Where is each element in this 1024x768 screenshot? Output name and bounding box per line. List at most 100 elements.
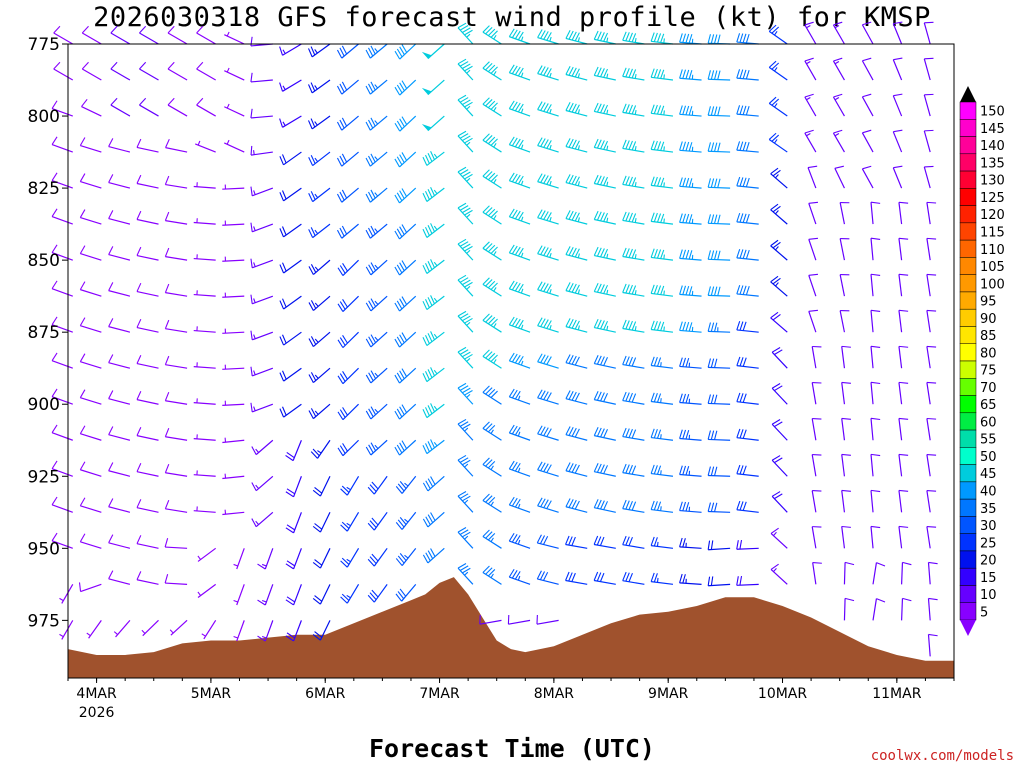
wind-barb — [108, 462, 131, 477]
wind-barb — [679, 393, 702, 405]
wind-barb — [565, 426, 588, 441]
wind-barb — [79, 137, 102, 153]
wind-barb — [224, 103, 245, 117]
wind-barb — [136, 318, 159, 333]
wind-barb — [308, 259, 331, 275]
colorbar-label: 25 — [980, 536, 997, 551]
wind-barb — [898, 309, 909, 333]
wind-barb — [679, 69, 702, 81]
wind-barb — [394, 259, 417, 276]
wind-barb — [312, 548, 331, 569]
wind-barb — [285, 512, 302, 534]
colorbar-label: 110 — [980, 243, 1005, 258]
wind-barb — [768, 132, 788, 153]
colorbar-label: 20 — [980, 554, 997, 569]
wind-barb — [422, 295, 445, 311]
wind-barb — [108, 318, 131, 333]
colorbar-label: 115 — [980, 226, 1005, 241]
wind-barb — [923, 57, 934, 81]
wind-barb — [927, 597, 938, 621]
wind-barb — [113, 619, 131, 638]
wind-barb — [536, 570, 559, 585]
wind-barb — [308, 187, 331, 203]
wind-barb — [308, 79, 331, 94]
wind-barb — [898, 345, 909, 369]
wind-barb — [250, 145, 273, 156]
wind-barb — [508, 100, 531, 117]
wind-barb — [365, 403, 388, 420]
wind-barb — [108, 282, 131, 297]
wind-barb — [565, 246, 588, 261]
wind-barb — [482, 277, 502, 297]
colorbar-swatch — [959, 516, 977, 534]
wind-barb — [650, 500, 674, 513]
wind-barb — [707, 214, 731, 225]
wind-barb — [736, 575, 759, 586]
wind-barb — [250, 36, 273, 47]
wind-barb — [622, 283, 645, 297]
wind-barb — [508, 352, 531, 369]
colorbar-label: 105 — [980, 260, 1005, 275]
wind-barb — [593, 391, 616, 405]
wind-barb — [736, 321, 759, 333]
wind-barb — [593, 210, 616, 225]
y-tick-label: 850 — [28, 251, 60, 271]
wind-barb — [593, 30, 616, 45]
wind-barb — [770, 167, 788, 189]
wind-barb — [196, 25, 216, 45]
wind-barb — [51, 460, 73, 477]
wind-barb — [771, 383, 788, 405]
wind-barb — [136, 174, 159, 189]
wind-barb — [804, 93, 817, 117]
wind-barb — [251, 439, 274, 456]
wind-barb — [108, 390, 131, 405]
x-tick-label: 11MAR — [872, 686, 921, 702]
wind-barb — [308, 331, 331, 348]
wind-barb — [770, 527, 788, 549]
wind-barb — [482, 25, 502, 45]
wind-barb — [394, 331, 417, 348]
wind-barb — [365, 331, 388, 348]
wind-barb — [861, 165, 874, 189]
wind-barb — [394, 43, 417, 60]
wind-barb — [482, 529, 502, 549]
wind-barb — [537, 245, 559, 261]
wind-barb — [622, 139, 645, 153]
wind-barb — [679, 357, 702, 369]
wind-barb — [622, 211, 645, 225]
wind-barb — [51, 532, 73, 549]
wind-barb — [224, 31, 245, 45]
wind-barb — [164, 391, 188, 405]
wind-barb — [136, 391, 159, 405]
wind-barb — [679, 105, 702, 117]
wind-barb — [257, 548, 274, 570]
wind-barb — [421, 79, 445, 96]
colorbar-label: 30 — [980, 519, 997, 534]
wind-barb — [843, 597, 855, 621]
wind-barb — [108, 210, 131, 225]
wind-barb — [422, 223, 445, 238]
wind-barb — [811, 418, 822, 441]
wind-barb — [898, 201, 909, 225]
wind-barb — [457, 22, 474, 45]
wind-barb — [861, 93, 874, 117]
wind-barb — [193, 470, 216, 477]
wind-barb — [593, 282, 616, 297]
x-tick-label: 5MAR — [191, 686, 232, 702]
wind-barb — [482, 133, 502, 153]
wind-barb — [808, 201, 819, 225]
wind-barb — [51, 388, 73, 405]
wind-barb — [622, 175, 645, 189]
wind-barb — [841, 381, 851, 405]
wind-barb — [679, 321, 702, 333]
wind-barb — [870, 381, 881, 405]
wind-barb — [394, 223, 417, 240]
x-tick-sublabel: 2026 — [79, 705, 115, 721]
wind-barb — [482, 457, 502, 477]
colorbar-swatch — [959, 170, 977, 189]
wind-barb — [336, 223, 359, 239]
wind-barb — [593, 66, 616, 81]
wind-barb — [110, 97, 131, 117]
wind-barb — [59, 620, 74, 640]
wind-barb — [926, 309, 937, 333]
